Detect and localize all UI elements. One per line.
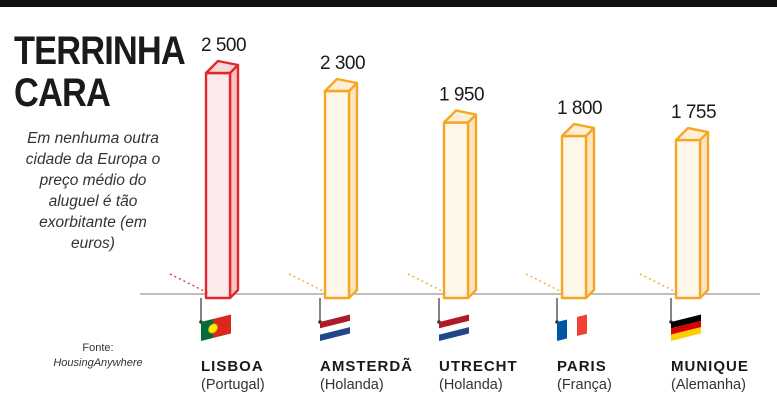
title-line-1: TERRINHA — [14, 29, 186, 73]
perspective-line — [639, 273, 681, 295]
bar-top — [442, 109, 478, 124]
germany-flag — [671, 314, 701, 342]
bar-group — [442, 109, 478, 300]
title-line-2: CARA — [14, 71, 111, 115]
category-label: MUNIQUE — [671, 358, 749, 375]
chart-title: TERRINHA CARA — [14, 30, 186, 115]
france-flag — [557, 314, 587, 341]
bar — [323, 89, 351, 300]
chart-subtitle: Em nenhuma outra cidade da Europa o preç… — [25, 130, 161, 252]
value-label: 1 950 — [439, 85, 484, 106]
bar-side — [466, 113, 478, 300]
country-label: (Alemanha) — [671, 377, 746, 393]
country-label: (Holanda) — [320, 377, 384, 393]
perspective-line — [407, 273, 449, 295]
source-name: HousingAnywhere — [53, 357, 143, 369]
netherlands-flag — [439, 314, 469, 342]
bar-group — [674, 126, 710, 300]
category-label: LISBOA — [201, 358, 264, 375]
perspective-line — [525, 273, 567, 295]
source-note: Fonte: HousingAnywhere — [38, 341, 158, 371]
category-label: UTRECHT — [439, 358, 518, 375]
source-label: Fonte: — [82, 342, 114, 354]
country-label: (França) — [557, 377, 612, 393]
bar — [204, 71, 232, 300]
portugal-flag — [201, 314, 231, 341]
bar-group — [560, 122, 596, 300]
bar-group — [323, 77, 359, 300]
value-label: 1 755 — [671, 102, 716, 123]
bar-top — [204, 59, 240, 75]
top-rule — [0, 0, 777, 7]
category-label: AMSTERDÃ — [320, 357, 413, 375]
value-label: 2 500 — [201, 35, 246, 56]
netherlands-flag — [320, 314, 350, 342]
bar-side — [347, 81, 359, 300]
bar-top — [323, 77, 359, 93]
perspective-line — [288, 273, 330, 295]
value-label: 2 300 — [320, 53, 365, 74]
perspective-line — [169, 273, 211, 295]
bar — [674, 138, 702, 300]
bar-top — [560, 122, 596, 138]
value-label: 1 800 — [557, 98, 602, 119]
country-label: (Portugal) — [201, 377, 265, 393]
country-label: (Holanda) — [439, 377, 503, 393]
bar — [442, 121, 470, 300]
bar-top — [674, 126, 710, 142]
bar — [560, 134, 588, 300]
bar-group — [204, 59, 240, 300]
category-label: PARIS — [557, 358, 607, 375]
